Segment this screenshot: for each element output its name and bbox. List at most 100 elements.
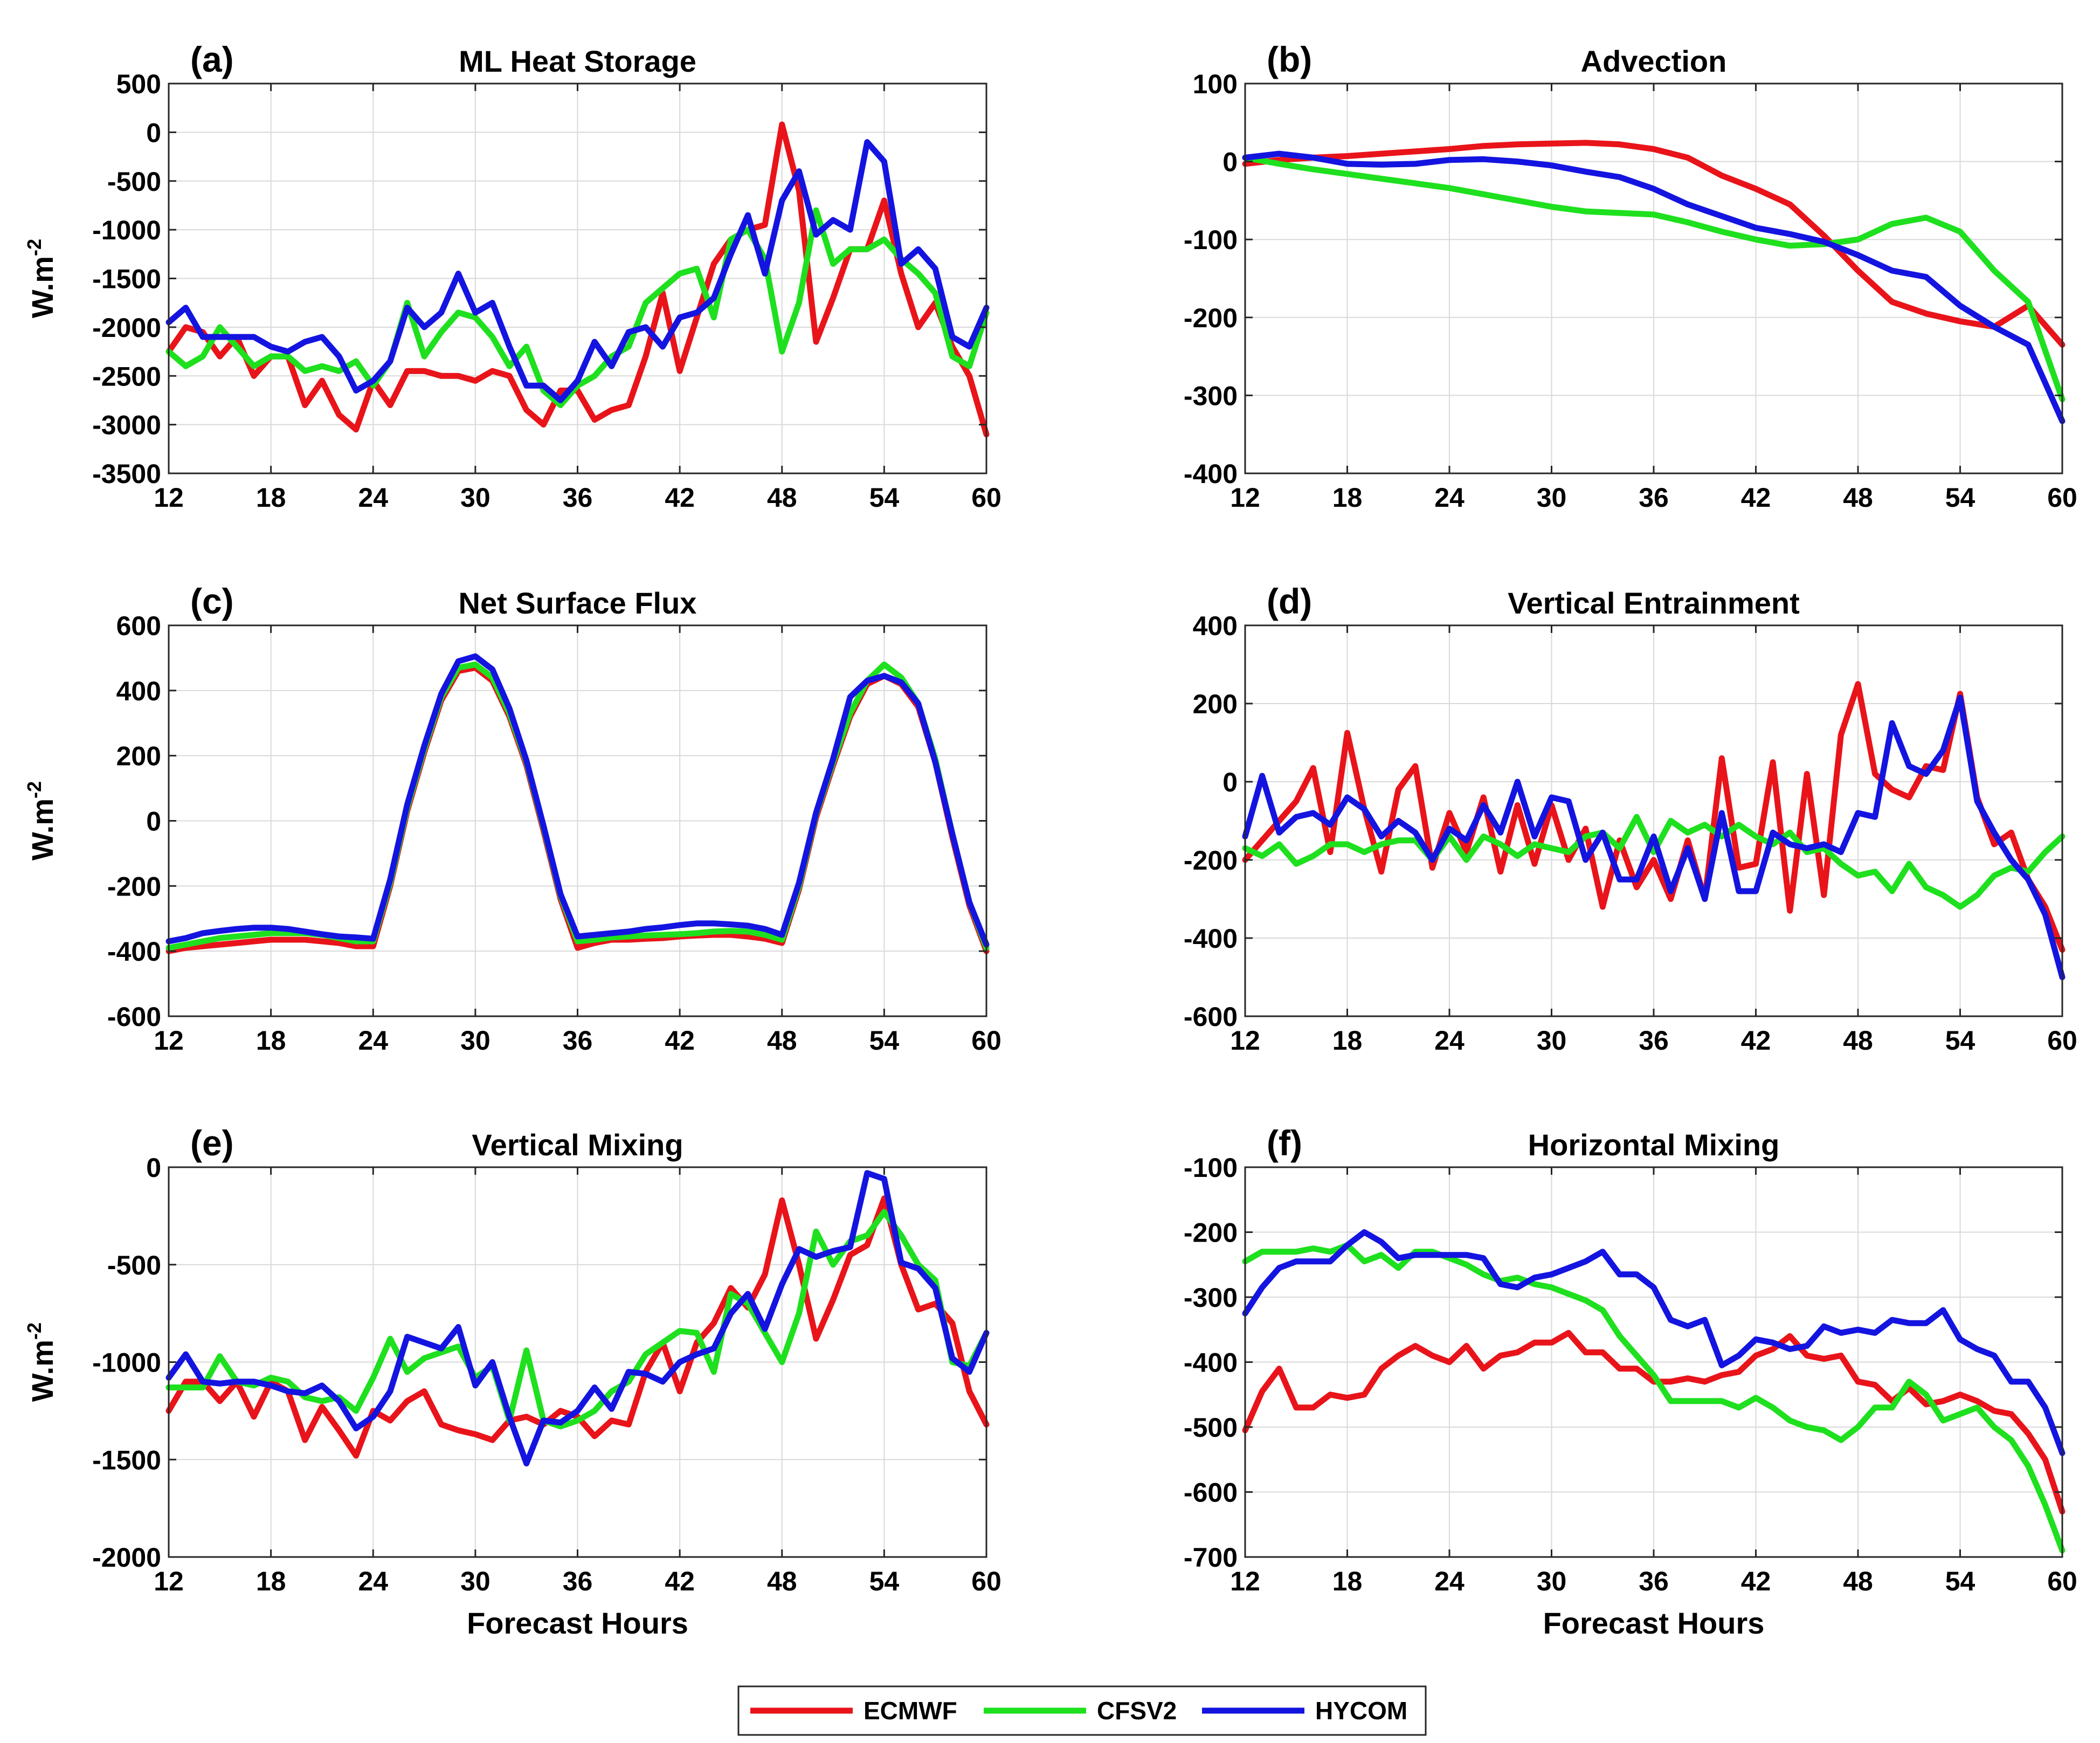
x-tick-label: 18	[256, 483, 286, 513]
x-tick-label: 48	[767, 1566, 797, 1596]
y-tick-label: -100	[1184, 225, 1238, 255]
panel-f: 12 18 24 30 36 42 48 54 60 -100 -200 -300 -400 -500 -6…	[1184, 1123, 2077, 1640]
x-tick-label: 24	[1434, 1566, 1465, 1596]
panel-title: Net Surface Flux	[459, 586, 697, 620]
y-tick-label: -600	[107, 1002, 161, 1032]
y-tick-label: -3500	[92, 459, 161, 489]
panel-label: (e)	[190, 1123, 234, 1163]
y-tick-label: -500	[107, 1250, 161, 1280]
x-tick-label: 60	[2047, 1025, 2077, 1056]
y-axis-label: W.m-2	[23, 781, 59, 860]
x-tick-label: 36	[1639, 1566, 1669, 1596]
series-line-hycom	[1242, 1229, 2066, 1456]
x-tick-label: 36	[563, 1025, 593, 1056]
panel-label: (a)	[190, 39, 234, 79]
panel-label: (b)	[1267, 39, 1312, 79]
panel-a: 12 18 24 30 36 42 48 54 60 500 0 -500 -1000 -1500 -200…	[23, 39, 1001, 513]
y-tick-label: -1000	[92, 215, 161, 245]
panel-b: 12 18 24 30 36 42 48 54 60 100 0 -100 -200 -300 -400 (b…	[1184, 39, 2077, 513]
legend-label-cfsv2: CFSV2	[1097, 1697, 1177, 1725]
y-tick-label: -300	[1184, 381, 1238, 411]
series-line-ecmwf	[1242, 681, 2066, 953]
series-line-cfsv2	[165, 207, 990, 408]
x-tick-label: 24	[1434, 483, 1465, 513]
panel-label: (c)	[190, 581, 234, 621]
panel-title: Vertical Mixing	[472, 1128, 683, 1162]
series-line-cfsv2	[1242, 1242, 2066, 1554]
y-tick-label: -400	[1184, 1348, 1238, 1378]
panel-label: (d)	[1267, 581, 1312, 621]
series-line-hycom	[1242, 150, 2066, 424]
x-tick-label: 12	[1230, 1566, 1260, 1596]
legend-label-hycom: HYCOM	[1315, 1697, 1407, 1725]
series-line-ecmwf	[1242, 1329, 2066, 1515]
series-line-hycom	[165, 653, 990, 948]
y-tick-label: 500	[116, 69, 161, 99]
y-tick-label: -300	[1184, 1283, 1238, 1313]
y-axis-label: W.m-2	[23, 239, 59, 318]
y-tick-label: 0	[146, 1153, 161, 1183]
x-tick-label: 12	[1230, 483, 1260, 513]
x-tick-label: 24	[358, 1025, 388, 1056]
y-tick-label: 400	[1193, 611, 1238, 641]
y-tick-label: -100	[1184, 1153, 1238, 1183]
x-tick-label: 60	[971, 1025, 1001, 1056]
y-tick-label: 0	[146, 118, 161, 148]
x-tick-label: 36	[1639, 1025, 1669, 1056]
x-tick-label: 30	[1537, 1566, 1567, 1596]
x-axis-label: Forecast Hours	[1543, 1606, 1765, 1640]
x-tick-label: 42	[1741, 483, 1771, 513]
x-tick-label: 24	[358, 1566, 388, 1596]
x-tick-label: 12	[1230, 1025, 1260, 1056]
panel-title: Horizontal Mixing	[1528, 1128, 1780, 1162]
panel-label: (f)	[1267, 1123, 1302, 1163]
y-tick-label: 0	[146, 807, 161, 837]
x-tick-label: 42	[665, 1025, 695, 1056]
y-tick-label: 600	[116, 611, 161, 641]
y-tick-label: 100	[1193, 69, 1238, 99]
series-line-hycom	[165, 1170, 990, 1466]
y-tick-label: -2000	[92, 313, 161, 343]
panel-title: Vertical Entrainment	[1508, 586, 1800, 620]
x-tick-label: 36	[1639, 483, 1669, 513]
y-tick-label: -200	[1184, 1218, 1238, 1248]
x-axis-label: Forecast Hours	[467, 1606, 688, 1640]
x-tick-label: 24	[358, 483, 388, 513]
x-tick-label: 30	[460, 483, 491, 513]
x-tick-label: 12	[154, 1566, 184, 1596]
x-tick-label: 54	[869, 483, 900, 513]
x-tick-label: 36	[563, 1566, 593, 1596]
series-line-cfsv2	[1242, 814, 2066, 910]
y-tick-label: -1500	[92, 1445, 161, 1475]
y-tick-label: 200	[1193, 689, 1238, 719]
series-line-ecmwf	[1242, 140, 2066, 348]
x-tick-label: 48	[1843, 1025, 1873, 1056]
y-tick-label: 0	[1222, 147, 1238, 177]
y-tick-label: -700	[1184, 1542, 1238, 1573]
series-line-hycom	[165, 139, 990, 403]
x-tick-label: 42	[1741, 1025, 1771, 1056]
series-line-cfsv2	[1242, 154, 2066, 403]
y-tick-label: 0	[1222, 767, 1238, 797]
x-tick-label: 60	[971, 483, 1001, 513]
x-tick-label: 36	[563, 483, 593, 513]
x-tick-label: 42	[1741, 1566, 1771, 1596]
x-tick-label: 48	[1843, 1566, 1873, 1596]
x-tick-label: 54	[1945, 483, 1975, 513]
y-tick-label: -1000	[92, 1348, 161, 1378]
panel-c: 12 18 24 30 36 42 48 54 60 600 400 200 0 -200 -400 -600…	[23, 581, 1001, 1056]
x-tick-label: 42	[665, 483, 695, 513]
x-tick-label: 54	[869, 1566, 900, 1596]
legend: ECMWF CFSV2 HYCOM	[737, 1685, 1427, 1736]
panel-title: ML Heat Storage	[459, 44, 696, 78]
x-tick-label: 12	[154, 1025, 184, 1056]
y-tick-label: -400	[107, 936, 161, 967]
x-tick-label: 30	[1537, 1025, 1567, 1056]
x-tick-label: 18	[256, 1566, 286, 1596]
panel-e: 12 18 24 30 36 42 48 54 60 0 -500 -1000 -1500 -2000 (e…	[23, 1123, 1001, 1640]
y-tick-label: -1500	[92, 264, 161, 294]
x-tick-label: 48	[767, 1025, 797, 1056]
x-tick-label: 12	[154, 483, 184, 513]
y-tick-label: -500	[1184, 1413, 1238, 1443]
